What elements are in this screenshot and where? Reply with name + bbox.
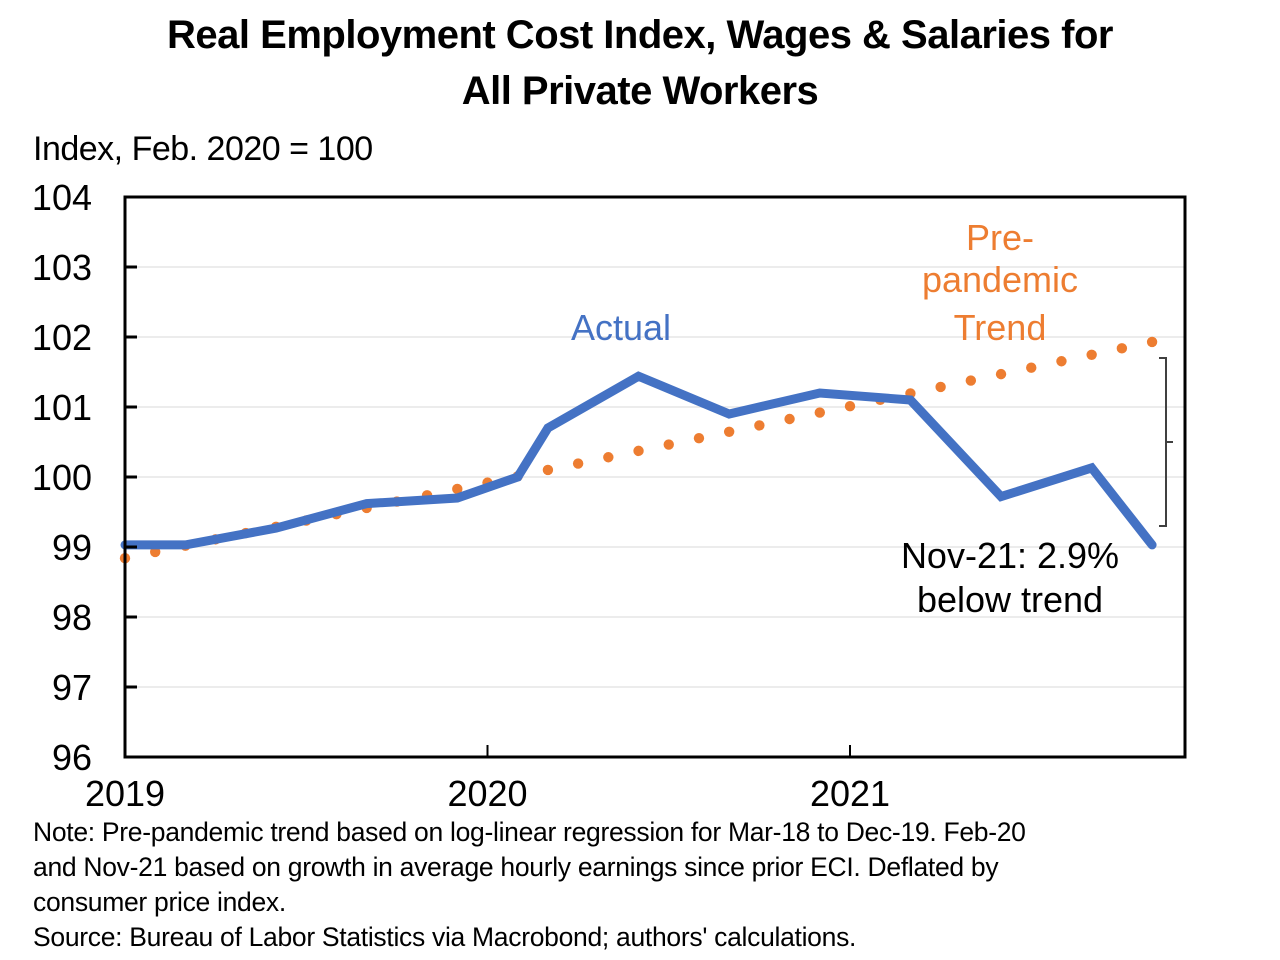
gap-annotation: Nov-21: 2.9% <box>901 535 1119 576</box>
note-line: and Nov-21 based on growth in average ho… <box>33 852 999 882</box>
trend-label: Trend <box>954 307 1047 348</box>
y-tick-label: 104 <box>32 177 92 218</box>
trend-point <box>965 375 977 386</box>
trend-point <box>572 458 584 469</box>
trend-point <box>1146 336 1158 348</box>
y-tick-label: 103 <box>32 247 92 288</box>
trend-label: Pre- <box>966 217 1034 258</box>
y-tick-label: 99 <box>52 527 92 568</box>
note-line: consumer price index. <box>33 887 286 917</box>
y-tick-label: 98 <box>52 597 92 638</box>
trend-point <box>452 483 463 495</box>
gap-bracket <box>1159 357 1173 527</box>
y-tick-label: 97 <box>52 667 92 708</box>
trend-point <box>814 407 825 418</box>
x-tick-label: 2020 <box>447 773 527 814</box>
y-tick-label: 101 <box>32 387 92 428</box>
chart-title-line-2: All Private Workers <box>461 69 819 113</box>
trend-point <box>603 452 614 463</box>
x-tick-label: 2021 <box>810 773 890 814</box>
trend-point <box>693 432 705 444</box>
plot-frame <box>123 195 1187 759</box>
trend-point <box>935 381 946 393</box>
trend-point <box>784 413 795 425</box>
trend-label: pandemic <box>922 259 1078 300</box>
actual-label: Actual <box>571 307 671 348</box>
gap-annotation: below trend <box>917 579 1103 620</box>
y-axis-label: Index, Feb. 2020 = 100 <box>33 130 373 168</box>
trend-point <box>1026 362 1037 373</box>
actual-line <box>120 371 1157 550</box>
source-line: Source: Bureau of Labor Statistics via M… <box>33 922 857 952</box>
trend-point <box>754 420 765 431</box>
chart-notes: Note: Pre-pandemic trend based on log-li… <box>33 815 1253 955</box>
trend-point <box>995 368 1007 380</box>
y-tick-label: 102 <box>32 317 92 358</box>
x-tick-label: 2019 <box>85 773 165 814</box>
trend-point <box>1086 349 1097 361</box>
trend-point <box>1116 343 1128 354</box>
trend-point <box>844 401 856 412</box>
y-tick-label: 96 <box>52 737 92 778</box>
note-line: Note: Pre-pandemic trend based on log-li… <box>33 817 1026 847</box>
trend-point <box>1056 356 1067 367</box>
y-tick-label: 100 <box>32 457 92 498</box>
trend-point <box>633 445 644 457</box>
trend-point <box>723 426 735 437</box>
trend-point <box>663 439 674 450</box>
trend-point <box>542 464 554 476</box>
chart-title-line-1: Real Employment Cost Index, Wages & Sala… <box>167 13 1113 57</box>
